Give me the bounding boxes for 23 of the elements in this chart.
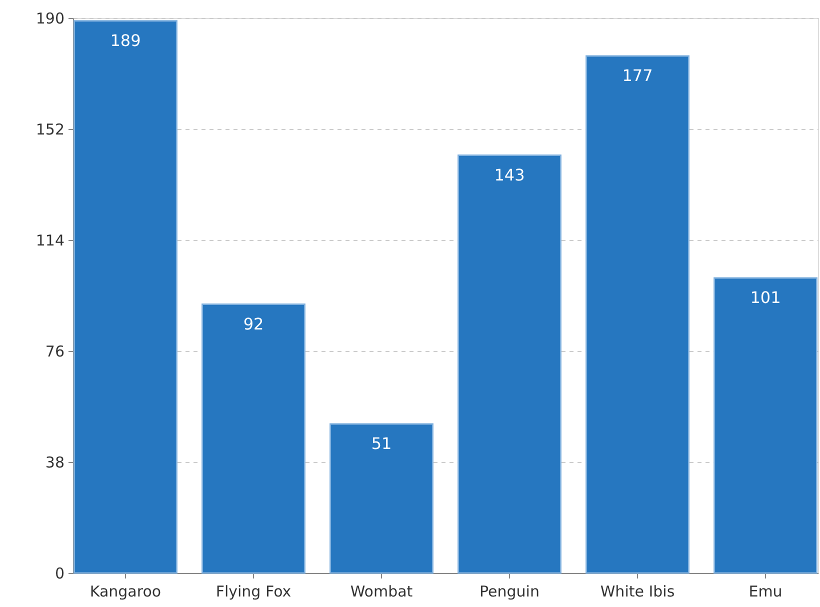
x-tick-label: Penguin [480,582,540,600]
data-label: 143 [494,165,525,184]
bar [458,154,562,574]
data-label: 51 [371,434,392,454]
bar [586,55,690,574]
y-tick-label: 152 [36,120,64,138]
x-tick-label: Flying Fox [216,582,292,600]
data-label: 177 [622,66,653,85]
data-label: 92 [243,314,264,334]
bar [202,304,306,574]
y-tick-label: 114 [36,232,64,250]
bar [714,277,818,574]
data-label: 101 [750,288,781,307]
y-tick-label: 0 [54,564,64,582]
data-label: 189 [110,30,141,50]
x-tick-label: Kangaroo [90,582,162,600]
x-tick-label: White Ibis [600,582,675,600]
y-tick-label: 38 [45,454,64,472]
bar [330,423,434,574]
x-tick-label: Wombat [350,582,413,600]
x-tick-label: Emu [748,582,782,600]
y-tick-label: 76 [45,342,64,360]
y-tick-label: 190 [36,10,64,28]
